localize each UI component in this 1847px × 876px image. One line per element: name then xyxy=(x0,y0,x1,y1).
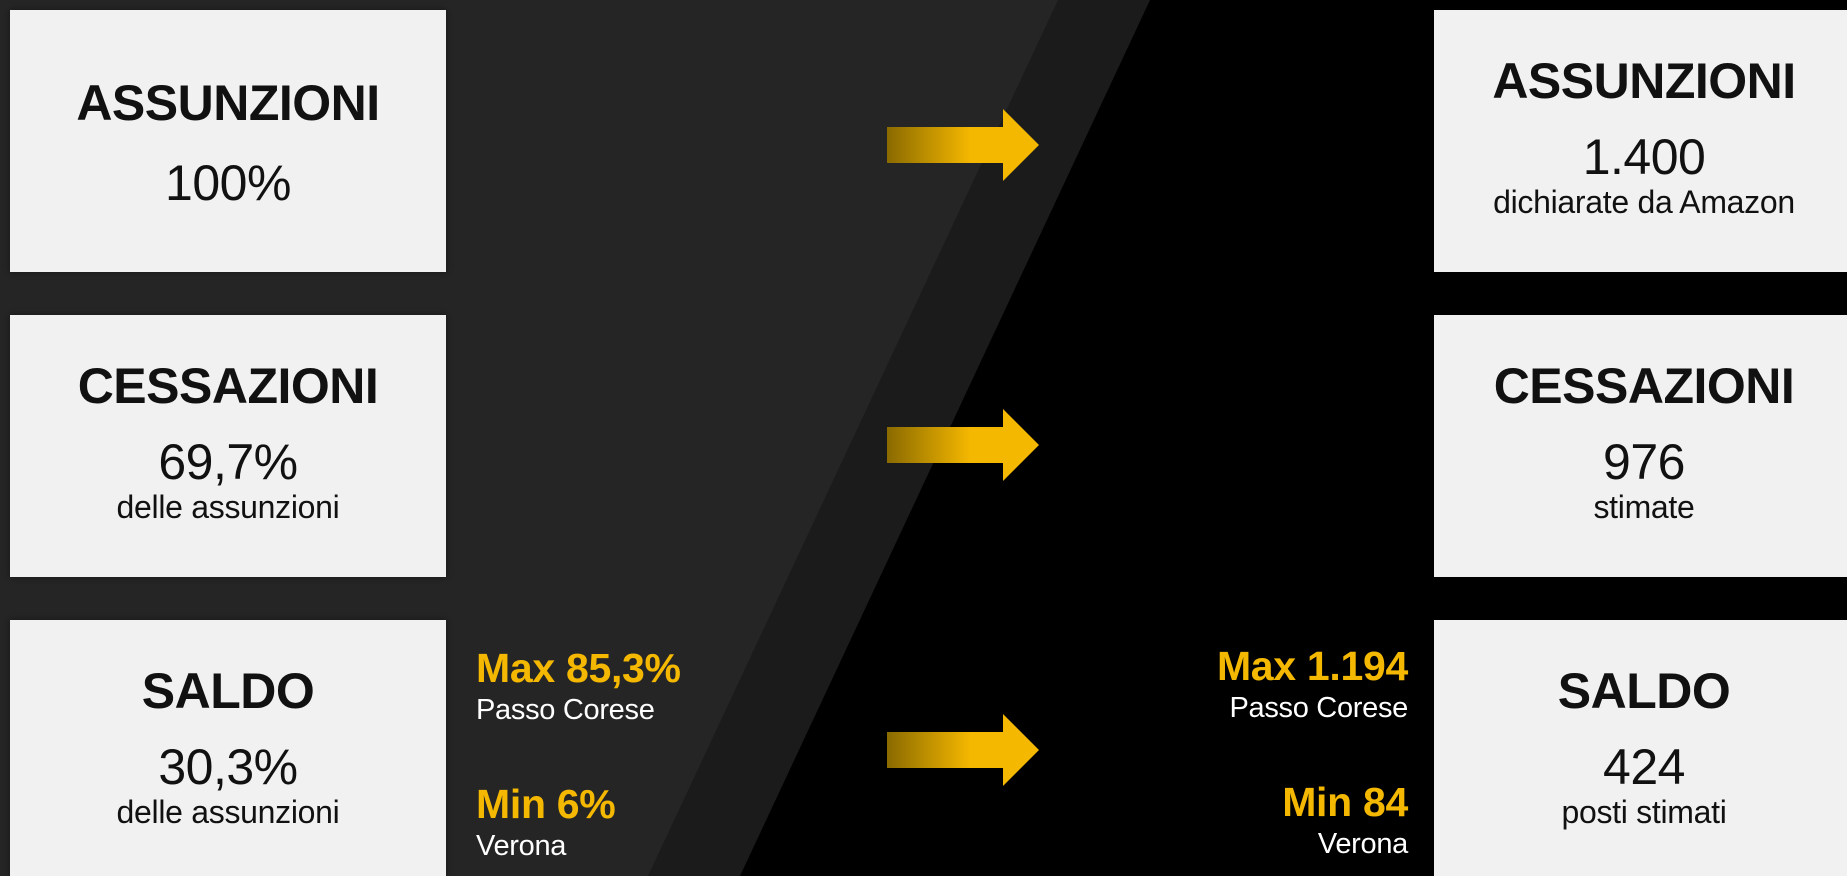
left-max-stat: Max 85,3% Passo Corese xyxy=(476,648,681,725)
left-assunzioni-card: ASSUNZIONI 100% xyxy=(10,10,446,272)
arrow-right-icon xyxy=(887,109,1039,181)
left-min-value: Min 6% xyxy=(476,781,616,827)
right-max-value: Max 1.194 xyxy=(1216,643,1408,689)
right-assunzioni-sub: dichiarate da Amazon xyxy=(1493,184,1795,220)
left-assunzioni-value: 100% xyxy=(165,155,291,211)
right-cessazioni-card: CESSAZIONI 976 stimate xyxy=(1434,315,1847,577)
right-saldo-value: 424 xyxy=(1603,739,1685,795)
left-max-value: Max 85,3% xyxy=(476,645,681,691)
left-min-stat: Min 6% Verona xyxy=(476,781,616,862)
left-min-label: Verona xyxy=(476,830,567,862)
right-max-stat: Max 1.194 Passo Corese xyxy=(1217,646,1408,723)
left-saldo-card: SALDO 30,3% delle assunzioni xyxy=(10,620,446,876)
left-max-label: Passo Corese xyxy=(476,694,655,726)
right-cessazioni-title: CESSAZIONI xyxy=(1493,358,1795,414)
right-saldo-card: SALDO 424 posti stimati xyxy=(1434,620,1847,876)
arrow-right-icon xyxy=(887,714,1039,786)
left-cessazioni-sub: delle assunzioni xyxy=(116,489,340,525)
right-saldo-sub: posti stimati xyxy=(1561,794,1727,830)
left-saldo-value: 30,3% xyxy=(158,739,298,795)
right-assunzioni-title: ASSUNZIONI xyxy=(1492,53,1796,109)
right-cessazioni-sub: stimate xyxy=(1593,489,1695,525)
right-saldo-title: SALDO xyxy=(1557,663,1731,719)
left-assunzioni-title: ASSUNZIONI xyxy=(76,75,380,131)
right-min-label: Verona xyxy=(1317,828,1408,860)
right-max-label: Passo Corese xyxy=(1229,692,1408,724)
left-cessazioni-card: CESSAZIONI 69,7% delle assunzioni xyxy=(10,315,446,577)
left-saldo-sub: delle assunzioni xyxy=(116,794,340,830)
arrow-right-icon xyxy=(887,409,1039,481)
right-cessazioni-value: 976 xyxy=(1603,434,1685,490)
left-cessazioni-value: 69,7% xyxy=(158,434,298,490)
right-assunzioni-card: ASSUNZIONI 1.400 dichiarate da Amazon xyxy=(1434,10,1847,272)
right-min-stat: Min 84 Verona xyxy=(1282,782,1408,859)
right-assunzioni-value: 1.400 xyxy=(1582,129,1706,185)
right-min-value: Min 84 xyxy=(1282,779,1408,825)
left-cessazioni-title: CESSAZIONI xyxy=(77,358,379,414)
left-saldo-title: SALDO xyxy=(141,663,315,719)
